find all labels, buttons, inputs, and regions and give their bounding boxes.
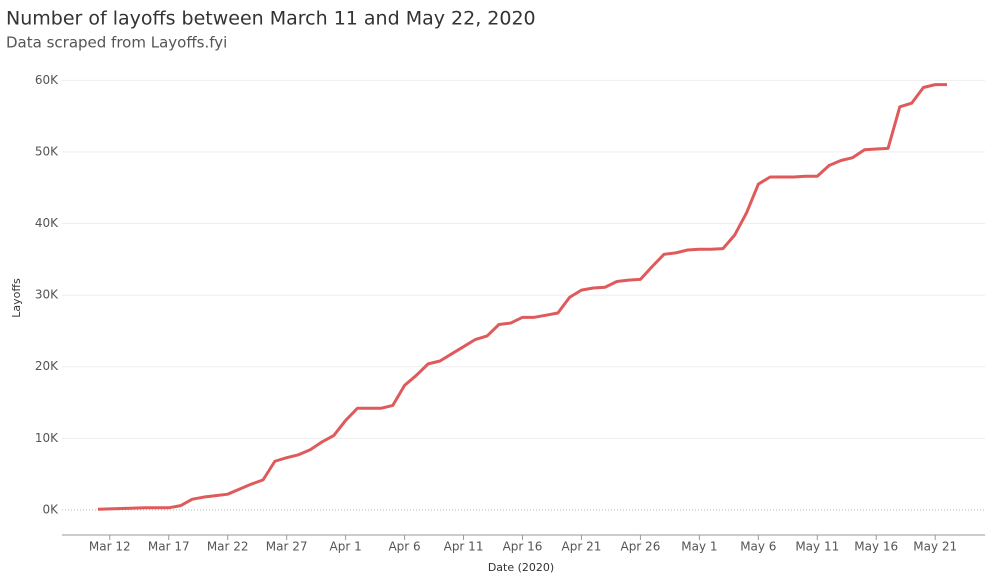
x-tick-label: Mar 27 [266,540,308,554]
x-tick-label: Mar 22 [207,540,249,554]
x-axis-label: Date (2020) [488,561,554,574]
chart-title: Number of layoffs between March 11 and M… [6,8,536,30]
y-tick-label: 60K [35,73,59,87]
x-tick-label: Apr 6 [388,540,420,554]
x-tick-label: May 6 [740,540,776,554]
line [97,83,947,511]
x-tick-label: Apr 21 [562,540,602,554]
x-tick-label: Apr 1 [330,540,362,554]
x-tick-label: May 21 [913,540,957,554]
y-tick-label: 30K [35,288,59,302]
x-tick-label: May 11 [795,540,839,554]
x-tick-label: May 16 [854,540,898,554]
x-tick-label: Apr 26 [620,540,660,554]
y-tick-label: 40K [35,216,59,230]
x-tick-label: Mar 17 [148,540,190,554]
y-tick-label: 50K [35,144,59,158]
x-tick-label: Apr 11 [444,540,484,554]
y-tick-label: 0K [42,502,59,516]
x-tick-label: Apr 16 [503,540,543,554]
x-tick-label: Mar 12 [89,540,131,554]
y-tick-label: 10K [35,431,59,445]
x-tick-label: May 1 [681,540,717,554]
chart-subtitle: Data scraped from Layoffs.fyi [6,34,227,52]
y-tick-label: 20K [35,359,59,373]
y-axis-label: Layoffs [10,278,23,318]
